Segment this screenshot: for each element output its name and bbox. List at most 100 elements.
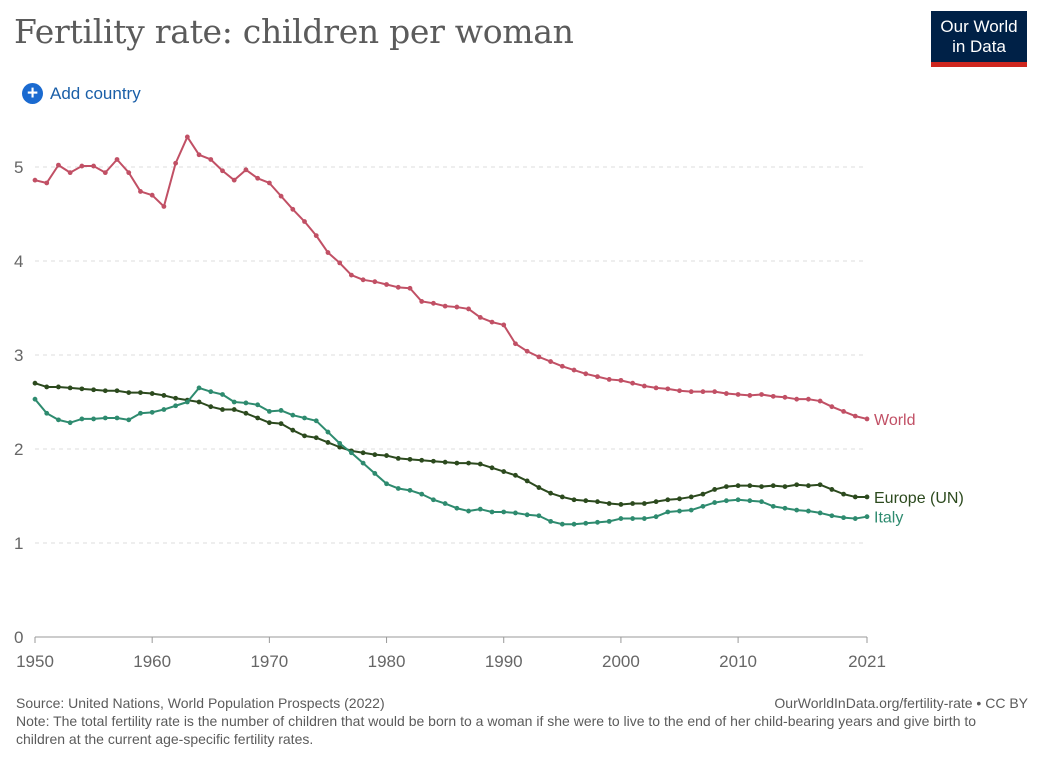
point-italy [548,518,554,524]
point-world [91,163,96,169]
point-world [196,152,202,158]
point-europe-un [220,407,225,412]
point-italy [266,409,272,414]
point-europe-un [841,491,846,497]
point-europe-un [630,501,636,506]
point-italy [770,503,776,509]
point-italy [852,516,858,521]
point-world [595,374,600,380]
point-world [149,192,155,198]
x-axis: 1950 1960 1970 1980 1990 2000 2010 2021 [16,636,886,671]
point-europe-un [372,452,378,458]
owid-logo[interactable]: Our World in Data [931,11,1027,67]
point-europe-un [114,388,120,394]
point-europe-un [817,482,823,488]
point-europe-un [782,484,788,489]
point-italy [829,513,835,519]
point-europe-un [501,469,507,474]
point-europe-un [313,435,319,441]
point-europe-un [395,456,401,461]
x-tick-label: 2021 [848,652,886,671]
point-italy [384,481,389,487]
point-world [32,177,38,183]
point-world [770,393,776,399]
point-world [102,170,108,176]
point-world [454,304,460,310]
point-italy [688,507,694,513]
point-italy [583,520,589,526]
point-world [243,167,249,173]
point-italy [419,491,425,497]
point-italy [67,420,73,426]
point-europe-un [794,482,800,488]
point-italy [337,440,343,446]
point-europe-un [196,399,202,405]
point-italy [723,498,729,504]
source-text: Source: United Nations, World Population… [16,695,385,711]
point-world [653,385,659,391]
y-tick-label: 4 [14,252,23,271]
point-europe-un [653,499,659,505]
point-italy [513,510,518,516]
point-europe-un [723,484,729,489]
point-world [302,219,307,224]
point-europe-un [79,386,85,392]
point-italy [641,516,647,521]
point-world [220,168,225,174]
point-world [407,285,413,291]
point-world [67,170,73,176]
point-world [759,392,764,397]
point-italy [782,505,788,511]
point-world [348,272,354,278]
point-world [161,204,167,209]
point-italy [302,415,307,421]
url-license-link[interactable]: OurWorldInData.org/fertility-rate • CC B… [774,695,1028,711]
point-world [735,392,741,397]
point-world [841,409,846,414]
point-world [431,300,436,306]
point-italy [173,403,179,409]
line-chart: 1950 1960 1970 1980 1990 2000 2010 2021 012345 … [14,134,964,671]
point-europe-un [770,483,776,489]
point-italy [630,516,636,521]
point-europe-un [677,496,682,502]
point-italy [231,399,237,405]
point-europe-un [44,384,50,390]
point-italy [735,497,741,503]
point-europe-un [489,465,495,471]
point-europe-un [864,494,870,500]
point-italy [44,410,50,416]
point-world [79,163,85,169]
point-italy [595,519,600,525]
point-europe-un [618,502,624,507]
point-world [313,233,319,239]
point-italy [677,508,682,514]
point-world [641,383,647,389]
point-world [290,206,296,212]
point-italy [208,389,214,395]
x-tick-label: 1950 [16,652,54,671]
point-world [44,180,50,186]
y-tick-label: 1 [14,534,23,553]
note-text: Note: The total fertility rate is the nu… [16,713,977,747]
point-italy [794,507,800,513]
point-europe-un [806,483,811,489]
point-world [548,359,554,364]
point-europe-un [559,494,565,500]
point-europe-un [67,385,73,391]
point-italy [442,501,448,506]
point-europe-un [477,461,483,467]
point-world [606,377,612,382]
point-europe-un [360,450,366,456]
add-country-button[interactable]: + Add country [22,83,141,104]
point-world [325,250,331,255]
point-europe-un [536,485,542,490]
x-tick-label: 1990 [485,652,523,671]
point-europe-un [161,393,167,398]
point-world [501,322,507,328]
point-italy [817,510,823,516]
point-world [571,367,577,373]
point-italy [477,506,483,512]
point-italy [325,429,331,435]
point-world [747,393,753,398]
